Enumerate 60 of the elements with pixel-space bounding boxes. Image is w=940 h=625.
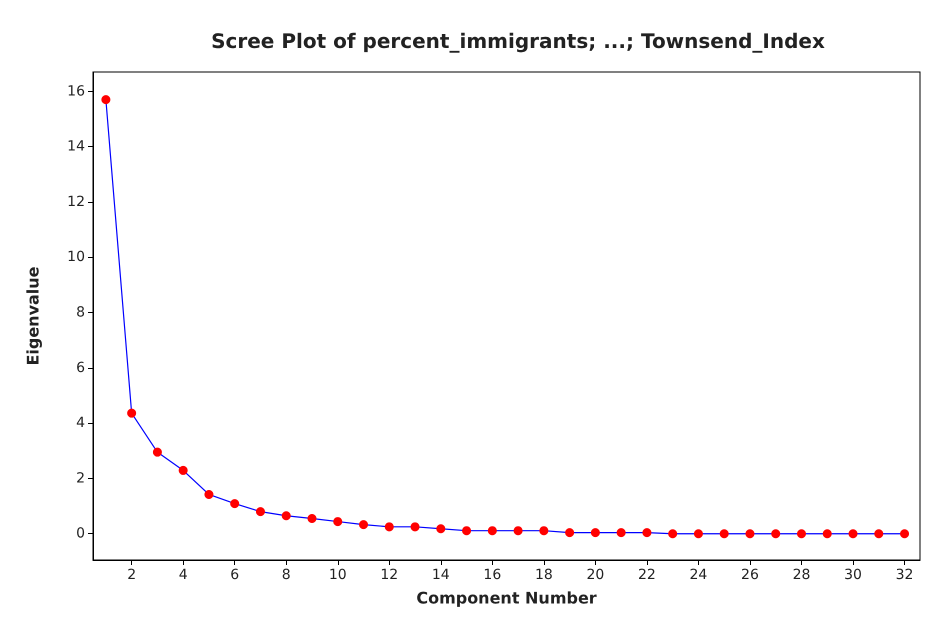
point (127, 408, 136, 418)
point (797, 529, 806, 538)
point (514, 526, 523, 536)
point (745, 529, 754, 538)
x-tick-label: 6 (230, 567, 240, 583)
point (720, 529, 729, 538)
point (565, 528, 574, 538)
x-tick-label: 24 (690, 567, 708, 583)
point (256, 507, 265, 516)
point (771, 529, 780, 538)
x-tick-label: 18 (534, 567, 553, 583)
point (282, 511, 291, 520)
point (488, 526, 497, 536)
point (462, 526, 472, 536)
x-tick-label: 28 (792, 567, 810, 583)
x-tick-label: 10 (328, 567, 347, 583)
point (230, 499, 240, 508)
x-tick-label: 30 (844, 567, 862, 583)
point (178, 466, 188, 475)
point (410, 522, 420, 532)
y-tick-label: 10 (67, 249, 85, 266)
point (359, 520, 368, 530)
x-tick-label: 14 (432, 567, 450, 583)
point (204, 490, 214, 499)
x-tick-label: 2 (127, 567, 136, 583)
x-tick-label: 16 (483, 567, 502, 583)
y-tick-label: 2 (76, 470, 85, 486)
point (874, 529, 884, 538)
point (616, 528, 626, 538)
point (822, 529, 832, 538)
x-tick-label: 12 (380, 567, 398, 583)
y-tick-label: 8 (76, 304, 85, 321)
y-tick-label: 16 (67, 83, 86, 100)
x-tick-label: 20 (586, 567, 604, 583)
y-tick-label: 0 (76, 526, 85, 542)
point (668, 529, 678, 538)
x-tick-label: 22 (638, 567, 656, 583)
y-tick-label: 12 (67, 194, 85, 210)
point (642, 528, 652, 538)
point (384, 522, 394, 532)
x-tick-label: 32 (896, 567, 914, 583)
point (307, 514, 316, 524)
x-tick-label: 26 (741, 567, 759, 583)
point (900, 529, 910, 538)
x-tick-label: 4 (178, 567, 188, 583)
point (333, 517, 342, 526)
point (694, 529, 703, 538)
point (152, 448, 162, 457)
point (436, 524, 446, 534)
y-tick-label: 6 (76, 360, 86, 376)
point (590, 528, 600, 538)
chart-title: Scree Plot of percent_immigrants; ...; Townsend_Index (211, 29, 825, 53)
point (539, 526, 548, 536)
x-tick-label: 8 (282, 567, 291, 583)
y-tick-label: 14 (67, 138, 86, 155)
point (848, 529, 858, 538)
x-axis-title: Component Number (416, 588, 597, 608)
y-tick-label: 4 (76, 415, 86, 432)
point (101, 95, 110, 104)
y-axis-title: Eigenvalue (24, 266, 42, 366)
